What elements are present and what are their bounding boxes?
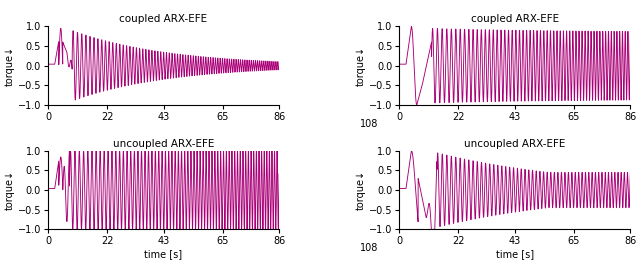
Text: 108: 108 [360,243,378,253]
Title: uncoupled ARX-EFE: uncoupled ARX-EFE [464,138,566,148]
Title: coupled ARX-EFE: coupled ARX-EFE [120,14,207,24]
Y-axis label: torque↓: torque↓ [356,170,366,210]
X-axis label: time [s]: time [s] [145,249,182,259]
Text: 108: 108 [360,119,378,129]
Title: uncoupled ARX-EFE: uncoupled ARX-EFE [113,138,214,148]
Y-axis label: torque↓: torque↓ [4,46,15,86]
X-axis label: time [s]: time [s] [496,249,534,259]
Title: coupled ARX-EFE: coupled ARX-EFE [471,14,559,24]
Y-axis label: torque↓: torque↓ [4,170,15,210]
Y-axis label: torque↓: torque↓ [356,46,366,86]
